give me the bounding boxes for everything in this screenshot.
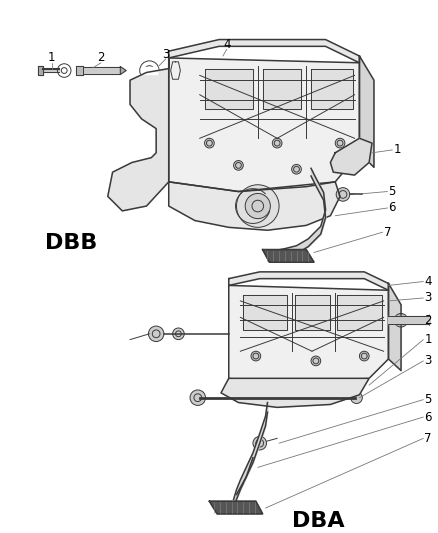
Polygon shape — [229, 272, 389, 290]
Circle shape — [336, 188, 350, 201]
Circle shape — [233, 160, 243, 170]
Circle shape — [237, 185, 279, 228]
Polygon shape — [221, 378, 369, 407]
Circle shape — [190, 390, 205, 406]
Polygon shape — [389, 284, 401, 370]
Polygon shape — [311, 69, 353, 109]
Circle shape — [253, 437, 266, 450]
Text: 3: 3 — [424, 354, 432, 367]
Polygon shape — [120, 67, 126, 75]
Circle shape — [148, 326, 164, 342]
Polygon shape — [169, 58, 360, 191]
Polygon shape — [209, 501, 263, 514]
Circle shape — [245, 193, 270, 219]
Text: 6: 6 — [424, 410, 432, 424]
Text: 2: 2 — [97, 52, 105, 64]
Circle shape — [282, 393, 292, 402]
Polygon shape — [205, 69, 253, 109]
Text: 2: 2 — [424, 314, 432, 327]
Text: 1: 1 — [48, 52, 55, 64]
Polygon shape — [263, 69, 301, 109]
Text: 6: 6 — [389, 201, 396, 214]
Text: 4: 4 — [424, 275, 432, 288]
Text: 3: 3 — [424, 292, 432, 304]
Polygon shape — [337, 295, 381, 330]
Circle shape — [428, 312, 438, 329]
Polygon shape — [169, 39, 360, 63]
Polygon shape — [169, 182, 340, 230]
Circle shape — [351, 392, 362, 403]
Text: DBB: DBB — [45, 233, 97, 253]
Circle shape — [311, 356, 321, 366]
Circle shape — [205, 138, 214, 148]
Text: 5: 5 — [424, 393, 432, 406]
Circle shape — [360, 351, 369, 361]
Circle shape — [272, 138, 282, 148]
Polygon shape — [330, 138, 372, 175]
Text: 1: 1 — [393, 143, 401, 156]
Circle shape — [335, 138, 345, 148]
Text: 7: 7 — [424, 432, 432, 445]
Text: 5: 5 — [389, 185, 396, 198]
Circle shape — [292, 164, 301, 174]
Polygon shape — [263, 249, 314, 262]
Polygon shape — [295, 295, 330, 330]
Text: 7: 7 — [384, 225, 391, 239]
Polygon shape — [360, 56, 374, 167]
Circle shape — [251, 351, 261, 361]
Text: 1: 1 — [424, 333, 432, 346]
Polygon shape — [108, 58, 169, 211]
Circle shape — [173, 328, 184, 340]
Polygon shape — [76, 66, 83, 75]
Polygon shape — [141, 67, 157, 75]
Polygon shape — [229, 285, 389, 385]
Text: DBA: DBA — [292, 511, 344, 531]
Circle shape — [394, 313, 408, 327]
Text: 4: 4 — [223, 38, 230, 51]
Polygon shape — [243, 295, 287, 330]
Text: 3: 3 — [162, 47, 170, 61]
